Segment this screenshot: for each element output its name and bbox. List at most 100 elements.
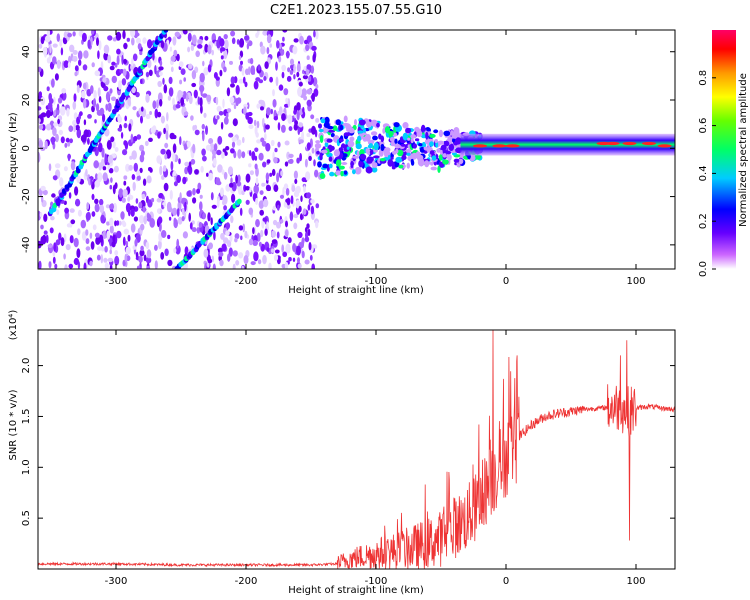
spectrogram-noise-speck (201, 148, 206, 156)
spectrogram-noise-speck (40, 112, 47, 118)
spectrogram-noise-speck (258, 241, 262, 247)
snr-x-label: Height of straight line (km) (288, 585, 424, 596)
spectrogram-noise-speck (100, 214, 105, 224)
spectrogram-noise-speck (218, 111, 224, 116)
spectrogram-noise-speck (114, 250, 119, 256)
spectrogram-noise-speck (87, 114, 92, 119)
spectrogram-band-speck (429, 141, 434, 147)
spectrogram-noise-speck (87, 39, 91, 49)
spectrogram-band-speck (343, 132, 351, 137)
spectrogram-band-speck (362, 127, 366, 133)
spectrogram-noise-speck (104, 246, 108, 253)
spectrogram-noise-speck (246, 42, 250, 50)
spectrogram-x-tick-label: -300 (105, 276, 128, 287)
spectrogram-noise-speck (311, 45, 317, 51)
spectrogram-noise-speck (287, 114, 293, 124)
spectrogram-noise-speck (305, 44, 310, 52)
spectrogram-noise-speck (211, 49, 214, 56)
spectrogram-noise-speck (139, 249, 145, 257)
spectrogram-noise-speck (80, 219, 87, 229)
spectrogram-noise-speck (285, 97, 289, 104)
spectrogram-noise-speck (306, 88, 313, 95)
spectrogram-noise-speck (108, 168, 114, 174)
spectrogram-noise-speck (216, 180, 222, 186)
spectrogram-y-ticks: -40 -20 0 20 40 (21, 45, 675, 253)
spectrogram-noise-speck (69, 44, 75, 53)
spectrogram-noise-speck (148, 137, 153, 142)
spectrogram-noise-speck (160, 252, 165, 260)
spectrogram-band-speck (354, 166, 362, 175)
spectrogram-band-speck (318, 128, 324, 133)
spectrogram-noise-speck (302, 75, 308, 80)
spectrogram-noise-speck (169, 46, 173, 52)
spectrogram-noise-speck (52, 56, 57, 65)
spectrogram-noise-speck (119, 220, 122, 226)
spectrogram-noise-speck (97, 50, 100, 60)
spectrogram-noise-speck (266, 34, 272, 44)
spectrogram-band-speck (390, 156, 394, 160)
spectrogram-noise-speck (154, 65, 157, 75)
spectrogram-band-speck (317, 161, 322, 168)
spectrogram-noise-speck (53, 122, 59, 127)
spectrogram-noise-speck (92, 224, 97, 231)
spectrogram-noise-speck (286, 197, 291, 206)
snr-x-tick-label: -300 (105, 576, 128, 587)
spectrogram-noise-speck (220, 121, 224, 130)
spectrogram-noise-speck (170, 55, 176, 62)
spectrogram-noise-speck (94, 173, 98, 181)
spectrogram-noise-speck (107, 257, 114, 263)
spectrogram-band-speck (376, 122, 380, 128)
snr-y-tick-label: 1.5 (21, 408, 32, 424)
spectrogram-band-speck (394, 138, 398, 144)
spectrogram-band-speck (388, 130, 394, 137)
spectrogram-band-speck (433, 129, 439, 134)
spectrogram-band-speck (384, 126, 391, 134)
spectrogram-noise-speck (200, 86, 203, 97)
spectrogram-noise-speck (225, 222, 231, 230)
spectrogram-noise-speck (200, 165, 204, 173)
spectrogram-band-speck (451, 134, 458, 139)
spectrogram-noise-speck (120, 132, 124, 139)
spectrogram-noise-speck (158, 66, 164, 71)
spectrogram-noise-speck (296, 157, 300, 164)
spectrogram-noise-speck (173, 181, 178, 187)
spectrogram-noise-speck (255, 177, 259, 186)
spectrogram-noise-speck (199, 72, 205, 83)
spectrogram-band-speck (326, 138, 333, 143)
spectrogram-band-speck (437, 165, 441, 173)
spectrogram-noise-speck (97, 246, 102, 251)
spectrogram-band-speck (332, 125, 338, 131)
spectrogram-band-speck (474, 154, 482, 160)
spectrogram-noise-speck (194, 129, 200, 136)
spectrogram-noise-speck (192, 143, 196, 154)
spectrogram-noise-speck (266, 159, 271, 164)
spectrogram-noise-speck (179, 192, 182, 202)
spectrogram-noise-speck (116, 220, 120, 226)
spectrogram-noise-speck (271, 239, 278, 245)
spectrogram-noise-speck (102, 77, 107, 83)
spectrogram-band-speck (443, 140, 450, 147)
spectrogram-band-speck (424, 160, 430, 168)
spectrogram-noise-speck (240, 235, 243, 241)
spectrogram-noise-speck (121, 78, 127, 86)
spectrogram-noise-speck (90, 241, 95, 250)
spectrogram-noise-speck (163, 84, 168, 94)
spectrogram-band-speck (373, 155, 380, 159)
spectrogram-noise-speck (192, 188, 196, 196)
spectrogram-noise-speck (44, 35, 51, 43)
spectrogram-noise-speck (129, 155, 133, 160)
spectrogram-noise-speck (197, 44, 203, 49)
spectrogram-noise-speck (248, 238, 254, 246)
spectrogram-noise-speck (221, 169, 225, 175)
spectrogram-noise-speck (80, 90, 86, 99)
spectrogram-noise-speck (258, 79, 264, 84)
spectrogram-band-speck (320, 149, 328, 154)
spectrogram-noise-speck (298, 205, 302, 213)
spectrogram-noise-speck (83, 50, 89, 59)
spectrogram-noise-speck (50, 136, 56, 144)
spectrogram-noise-speck (55, 133, 59, 143)
spectrogram-noise-speck (234, 237, 238, 243)
spectrogram-noise-speck (132, 53, 138, 62)
spectrogram-noise-speck (313, 30, 316, 38)
spectrogram-noise-speck (223, 171, 228, 180)
